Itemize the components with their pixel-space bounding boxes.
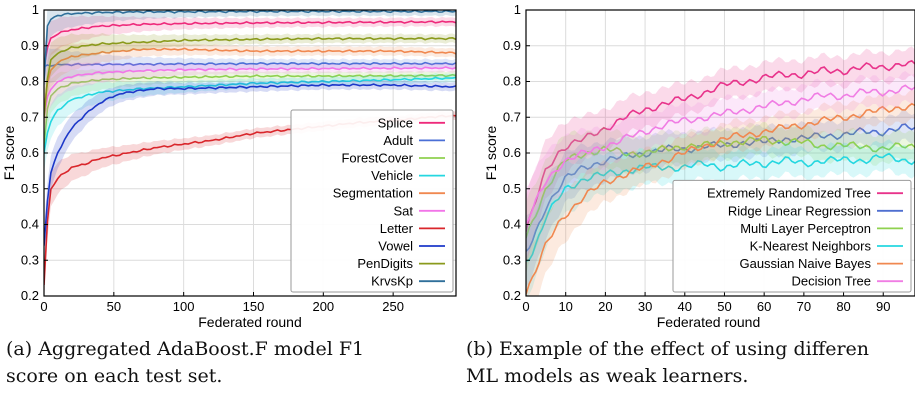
- legend-label: Sat: [393, 203, 413, 218]
- x-tick-label: 30: [638, 299, 652, 314]
- series-band-4: [44, 41, 456, 130]
- x-tick-label: 50: [717, 299, 731, 314]
- legend-label: ForestCover: [341, 151, 413, 166]
- series-line-4: [526, 102, 915, 295]
- legend-label: Letter: [380, 221, 414, 236]
- legend-label: K-Nearest Neighbors: [750, 239, 872, 254]
- legend: Extremely Randomized Tree Ridge Linear Re…: [672, 179, 912, 293]
- legend-label: Multi Layer Perceptron: [740, 221, 871, 236]
- caption-a-line1: (a) Aggregated AdaBoost.F model F1: [6, 338, 365, 360]
- series-line-8: [44, 36, 456, 118]
- series-line-0: [44, 20, 456, 68]
- y-tick-label: 0.9: [503, 38, 521, 53]
- x-tick-label: 0: [522, 299, 529, 314]
- plot-area: [44, 10, 456, 296]
- caption-b-line2: ML models as weak learners.: [466, 365, 749, 387]
- y-tick-label: 0.8: [21, 74, 39, 89]
- y-tick-label: 1: [514, 2, 521, 17]
- legend-label: Vehicle: [371, 168, 413, 183]
- series-line-3: [44, 76, 456, 154]
- legend-label: KrvsKp: [371, 274, 413, 289]
- legend-label: Vowel: [378, 239, 413, 254]
- series-band-9: [44, 10, 456, 101]
- x-axis-label: Federated round: [198, 314, 302, 330]
- x-tick-label: 90: [876, 299, 890, 314]
- y-tick-label: 0.7: [503, 109, 521, 124]
- y-tick-label: 0.7: [21, 109, 39, 124]
- chart-panel-b: 0.20.30.40.50.60.70.80.910 10 20 30 40 50 60 70…: [483, 2, 915, 330]
- plot-area: [526, 46, 915, 296]
- legend-box: [672, 179, 912, 293]
- legend-label: Decision Tree: [792, 274, 871, 289]
- caption-b-line1: (b) Example of the effect of using diffe…: [466, 338, 870, 360]
- series-line-5: [44, 66, 456, 118]
- y-axis-label: F1 score: [1, 126, 17, 181]
- x-tick-label: 10: [558, 299, 572, 314]
- x-tick-label: 40: [678, 299, 692, 314]
- chart-panel-a: 0.2 0.3 0.4 0.5 0.6 0.7 0.8 0.9 1 0 50 100 150 200 250…: [1, 2, 457, 330]
- x-tick-label: 250: [382, 299, 404, 314]
- series-band-4: [526, 89, 915, 296]
- x-tick-label: 50: [107, 299, 121, 314]
- caption-a-line2: score on each test set.: [6, 365, 223, 387]
- y-tick-label: 0.8: [503, 74, 521, 89]
- series-line-1: [526, 123, 915, 252]
- x-tick-label: 100: [173, 299, 195, 314]
- legend-label: Segmentation: [333, 186, 413, 201]
- series-line-3: [526, 152, 915, 262]
- y-tick-label: 0.9: [21, 38, 39, 53]
- y-tick-label: 0.6: [21, 145, 39, 160]
- series-band-5: [44, 61, 456, 136]
- x-tick-label: 150: [243, 299, 265, 314]
- x-tick-label: 80: [836, 299, 850, 314]
- series-band-2: [526, 121, 915, 274]
- series-band-0: [526, 46, 915, 268]
- y-tick-label: 0.5: [21, 181, 39, 196]
- y-tick-label: 0.4: [503, 217, 521, 232]
- y-axis-label: F1 score: [483, 126, 499, 181]
- legend-label: Gaussian Naive Bayes: [739, 256, 871, 271]
- legend-label: Ridge Linear Regression: [728, 203, 871, 218]
- legend-label: Splice: [378, 115, 413, 130]
- series-line-2: [44, 73, 456, 146]
- series-line-0: [526, 59, 915, 232]
- series-line-5: [526, 84, 915, 225]
- legend: Splice Adult ForestCover Vehicle Segmentatio…: [290, 109, 454, 293]
- series-line-1: [44, 61, 456, 68]
- x-tick-label: 0: [40, 299, 47, 314]
- legend-label: Adult: [383, 133, 413, 148]
- caption-b: (b) Example of the effect of using diffe…: [466, 336, 915, 390]
- y-tick-label: 0.4: [21, 217, 39, 232]
- x-tick-label: 70: [797, 299, 811, 314]
- legend-box: [290, 109, 454, 293]
- legend-label: PenDigits: [357, 256, 413, 271]
- x-tick-label: 200: [312, 299, 334, 314]
- y-tick-label: 0.5: [503, 181, 521, 196]
- x-tick-label: 60: [757, 299, 771, 314]
- y-tick-label: 0.3: [503, 252, 521, 267]
- x-axis-label: Federated round: [657, 314, 761, 330]
- series-band-1: [44, 47, 456, 86]
- y-tick-label: 0.2: [503, 288, 521, 303]
- y-tick-label: 0.3: [21, 252, 39, 267]
- series-line-7: [44, 83, 456, 246]
- series-line-4: [44, 47, 456, 111]
- series-band-8: [44, 32, 456, 137]
- y-tick-label: 0.6: [503, 145, 521, 160]
- y-tick-label: 1: [32, 2, 39, 17]
- y-tick-label: 0.2: [21, 288, 39, 303]
- legend-label: Extremely Randomized Tree: [707, 186, 871, 201]
- caption-a: (a) Aggregated AdaBoost.F model F1 score…: [6, 336, 446, 390]
- x-tick-label: 20: [598, 299, 612, 314]
